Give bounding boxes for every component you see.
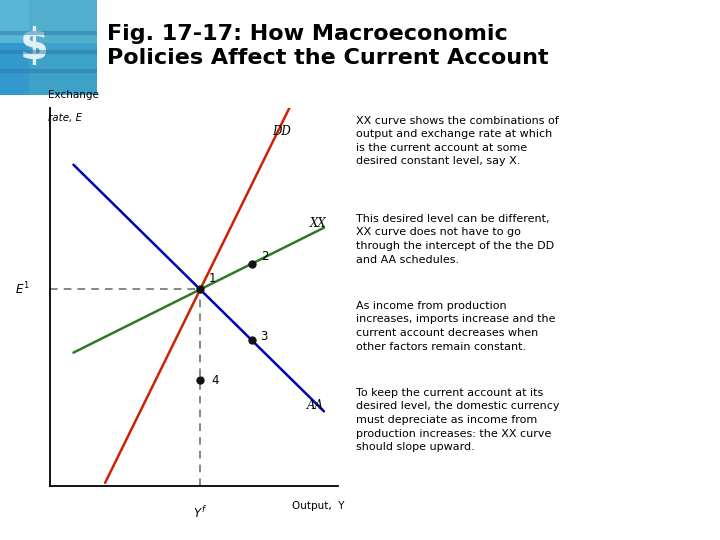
Text: 1: 1 [209,272,216,285]
Text: Output,  Y: Output, Y [292,501,344,511]
Text: 3: 3 [261,330,268,343]
Text: DD: DD [272,125,291,138]
Text: As income from production
increases, imports increase and the
current account de: As income from production increases, imp… [356,301,556,352]
Text: 4: 4 [212,374,219,387]
Text: Fig. 17-17: How Macroeconomic
Policies Affect the Current Account: Fig. 17-17: How Macroeconomic Policies A… [107,24,549,68]
Text: 2: 2 [261,250,268,263]
Text: AA: AA [307,400,324,413]
Text: $E^1$: $E^1$ [15,281,30,298]
Text: XX: XX [310,217,326,230]
Text: XX curve shows the combinations of
output and exchange rate at which
is the curr: XX curve shows the combinations of outpu… [356,116,559,166]
Text: $: $ [19,26,48,68]
Text: rate, E: rate, E [48,113,81,123]
Bar [29,0,97,94]
Text: 17-39: 17-39 [677,514,706,524]
Text: To keep the current account at its
desired level, the domestic currency
must dep: To keep the current account at its desir… [356,388,560,452]
Bar [0,43,97,94]
Text: Copyright ©2015 Pearson Education, Inc.  All rights reserved.: Copyright ©2015 Pearson Education, Inc. … [14,514,323,524]
Text: Exchange: Exchange [48,90,99,100]
Text: This desired level can be different,
XX curve does not have to go
through the in: This desired level can be different, XX … [356,214,554,265]
Text: $Y^f$: $Y^f$ [193,505,207,521]
